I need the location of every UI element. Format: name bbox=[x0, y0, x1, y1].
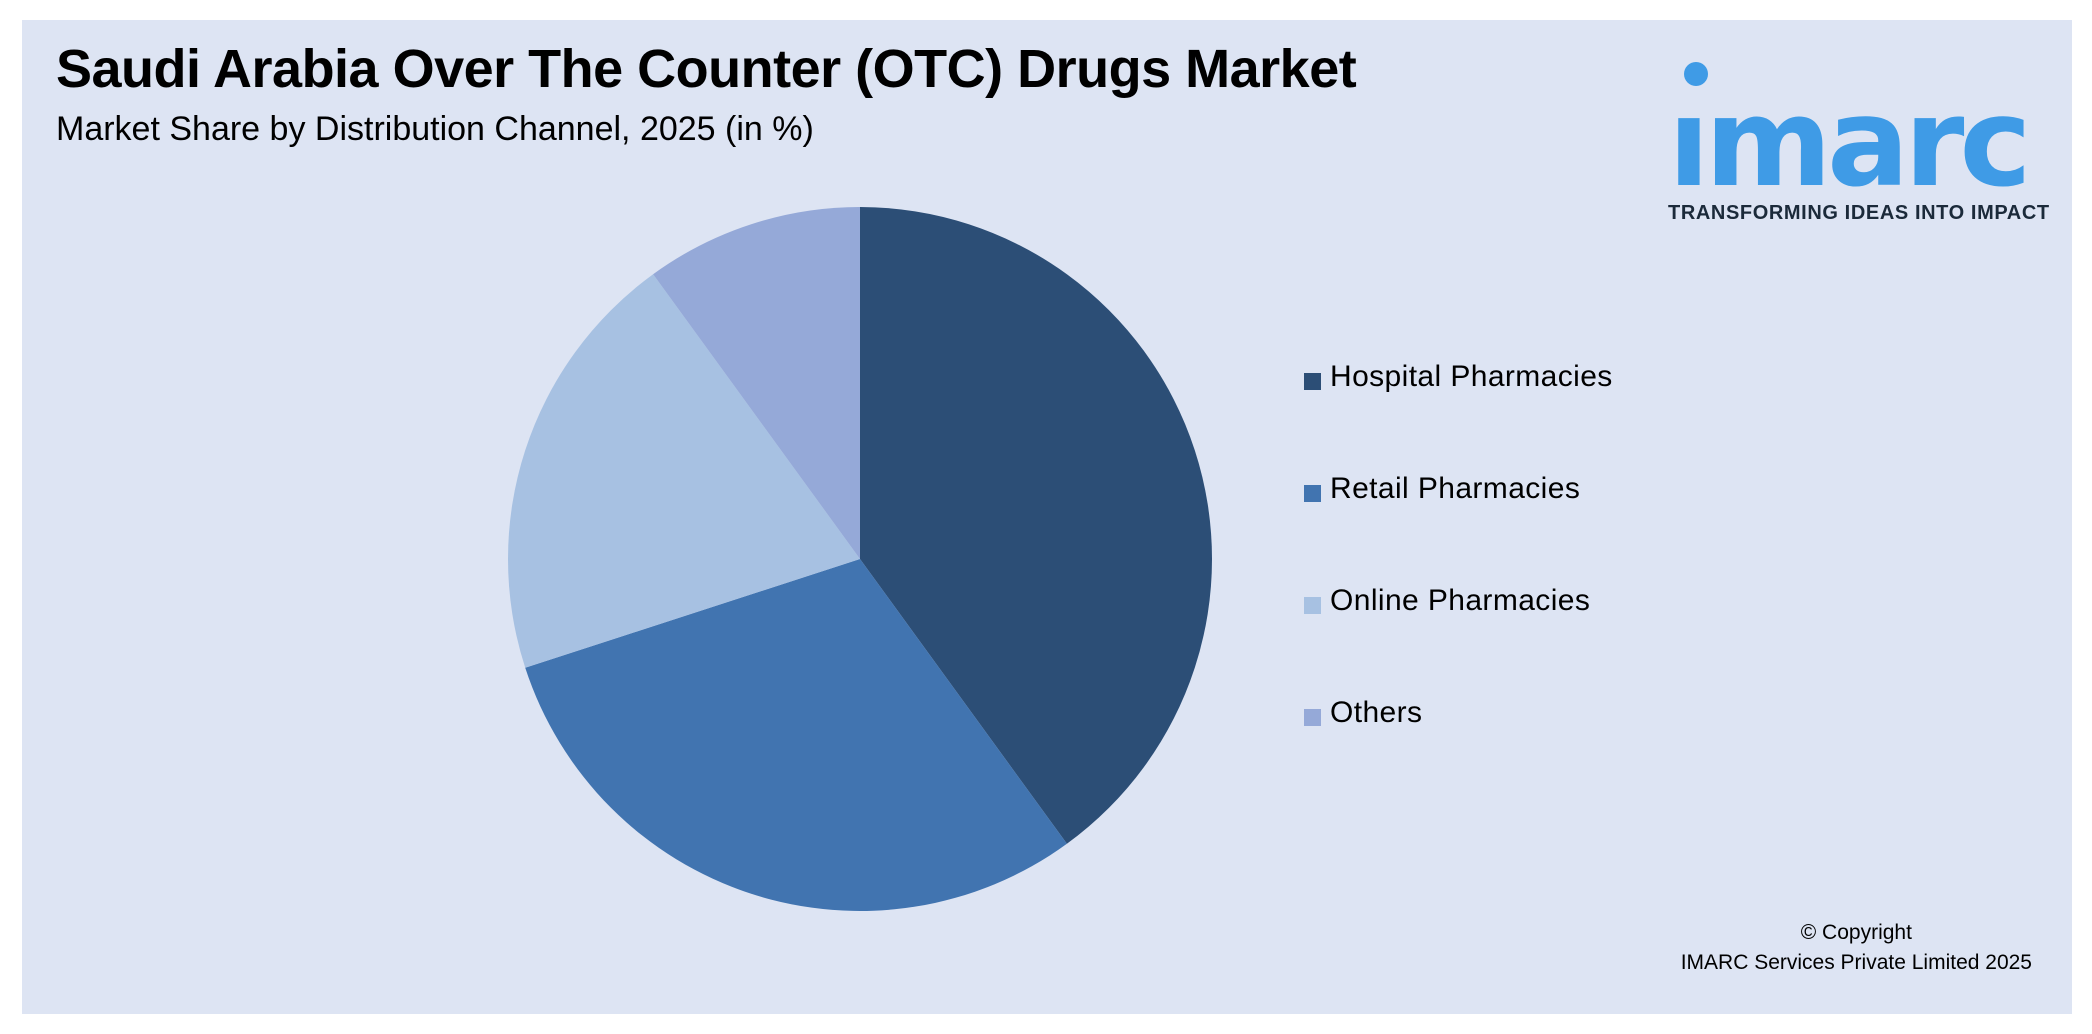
legend-swatch-hospital-pharmacies bbox=[1304, 373, 1321, 390]
legend-swatch-retail-pharmacies bbox=[1304, 485, 1321, 502]
copyright-line-1: © Copyright bbox=[1800, 921, 1912, 944]
pie-slice-others bbox=[653, 207, 860, 559]
legend-label-retail-pharmacies: Retail Pharmacies bbox=[1330, 472, 1581, 505]
chart-subtitle: Market Share by Distribution Channel, 20… bbox=[56, 110, 814, 148]
legend-label-online-pharmacies: Online Pharmacies bbox=[1330, 584, 1591, 617]
pie-chart bbox=[508, 207, 1213, 911]
imarc-logo: ımarc TRANSFORMING IDEAS INTO IMPACT bbox=[1662, 40, 2062, 230]
chart-title: Saudi Arabia Over The Counter (OTC) Drug… bbox=[56, 39, 1357, 99]
copyright-notice: © Copyright IMARC Services Private Limit… bbox=[1681, 918, 2032, 978]
pie-slice-hospital-pharmacies bbox=[860, 207, 1213, 844]
legend-label-others: Others bbox=[1330, 696, 1423, 729]
legend-label-hospital-pharmacies: Hospital Pharmacies bbox=[1330, 360, 1613, 393]
pie-slice-retail-pharmacies bbox=[525, 559, 1067, 911]
legend-swatch-online-pharmacies bbox=[1304, 597, 1321, 614]
logo-wordmark: ımarc bbox=[1668, 72, 2032, 214]
pie-slice-online-pharmacies bbox=[508, 274, 860, 668]
legend-swatch-others bbox=[1304, 709, 1321, 726]
copyright-line-2: IMARC Services Private Limited 2025 bbox=[1680, 951, 2032, 974]
chart-frame: Saudi Arabia Over The Counter (OTC) Drug… bbox=[22, 20, 2072, 1014]
logo-tagline: TRANSFORMING IDEAS INTO IMPACT bbox=[1668, 202, 2050, 224]
logo-dot bbox=[1684, 62, 1708, 86]
